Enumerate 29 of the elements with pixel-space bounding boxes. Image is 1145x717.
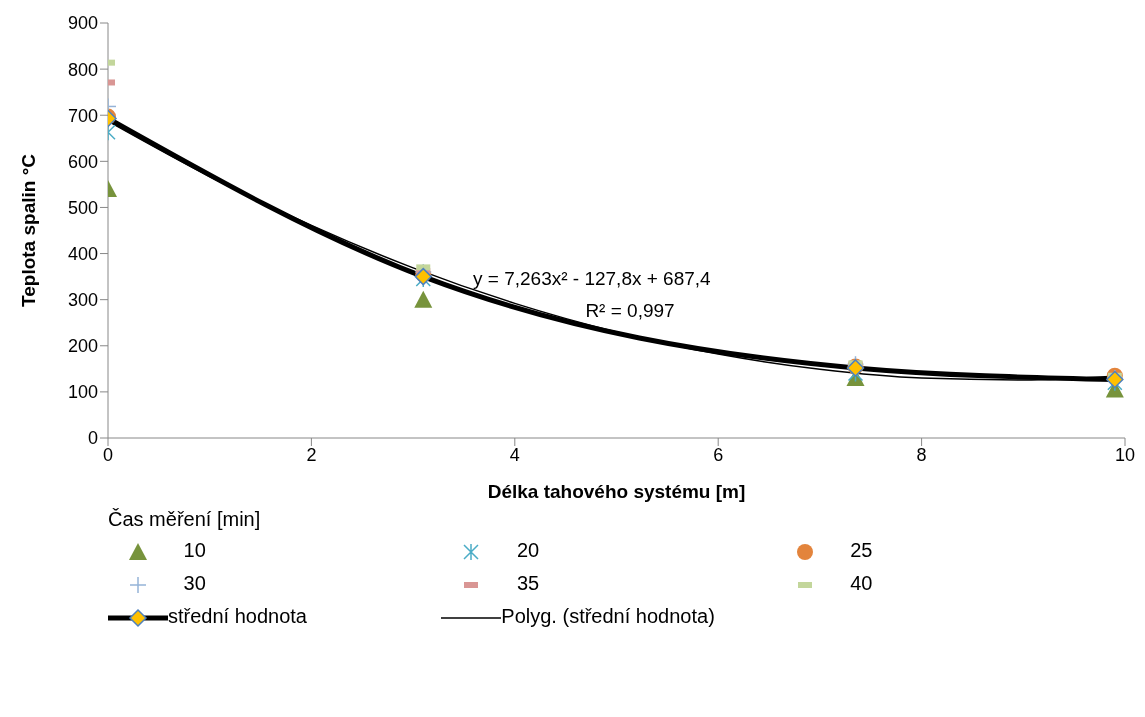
x-tick-label: 10	[1114, 444, 1136, 465]
y-tick-label: 0	[87, 428, 98, 449]
x-tick-label: 0	[102, 444, 114, 465]
y-tick-label: 800	[67, 59, 98, 80]
y-tick-label: 900	[67, 13, 98, 34]
x-tick-label: 8	[916, 444, 927, 465]
legend-label: střední hodnota	[168, 605, 307, 627]
y-tick-label: 600	[67, 151, 98, 172]
legend-label: 40	[850, 572, 873, 594]
y-axis-title: Teplota spalin °C	[17, 153, 39, 307]
x-tick-label: 4	[509, 444, 520, 465]
legend-label: 20	[516, 539, 540, 561]
legend-label: 25	[850, 539, 873, 561]
legend-label: 30	[183, 572, 206, 594]
legend-label: 35	[516, 572, 540, 594]
legend-label: Polyg. (střední hodnota)	[501, 605, 715, 627]
y-tick-label: 300	[67, 290, 98, 311]
y-tick-label: 200	[67, 336, 98, 357]
x-tick-label: 6	[713, 444, 724, 465]
x-axis-title: Délka tahového systému [m]	[487, 481, 746, 502]
x-tick-label: 2	[306, 444, 317, 465]
legend-title: Čas měření [min]	[108, 508, 262, 531]
y-tick-label: 100	[67, 382, 98, 403]
y-tick-label: 700	[67, 105, 98, 126]
annotation: y = 7,263x² - 127,8x + 687,4	[473, 268, 712, 289]
y-tick-label: 400	[67, 243, 98, 264]
annotation: R² = 0,997	[585, 300, 675, 321]
legend-label: 10	[183, 539, 206, 561]
y-tick-label: 500	[67, 197, 98, 218]
